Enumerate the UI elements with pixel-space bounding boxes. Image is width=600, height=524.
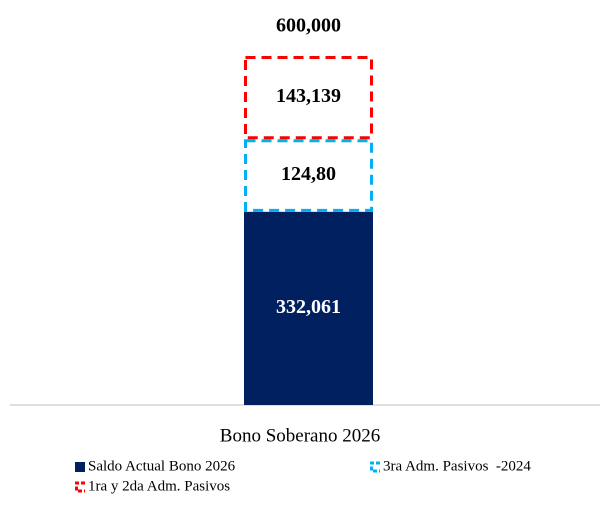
total-label: 600,000 [276,15,341,37]
data-label: 143,139 [276,85,341,107]
legend-label: 1ra y 2da Adm. Pasivos [88,478,230,494]
legend-swatch [75,462,85,472]
legend-swatch [75,481,85,493]
bar-segment [244,211,373,405]
legend-label: Saldo Actual Bono 2026 [88,458,236,474]
bar-segment [244,56,373,140]
data-label: 124,80 [281,163,336,185]
legend-label: 3ra Adm. Pasivos -2024 [383,458,531,474]
x-tick-label: Bono Soberano 2026 [220,425,380,446]
bar-segment [244,139,373,212]
data-label: 332,061 [276,296,341,318]
legend-swatch [370,461,380,473]
